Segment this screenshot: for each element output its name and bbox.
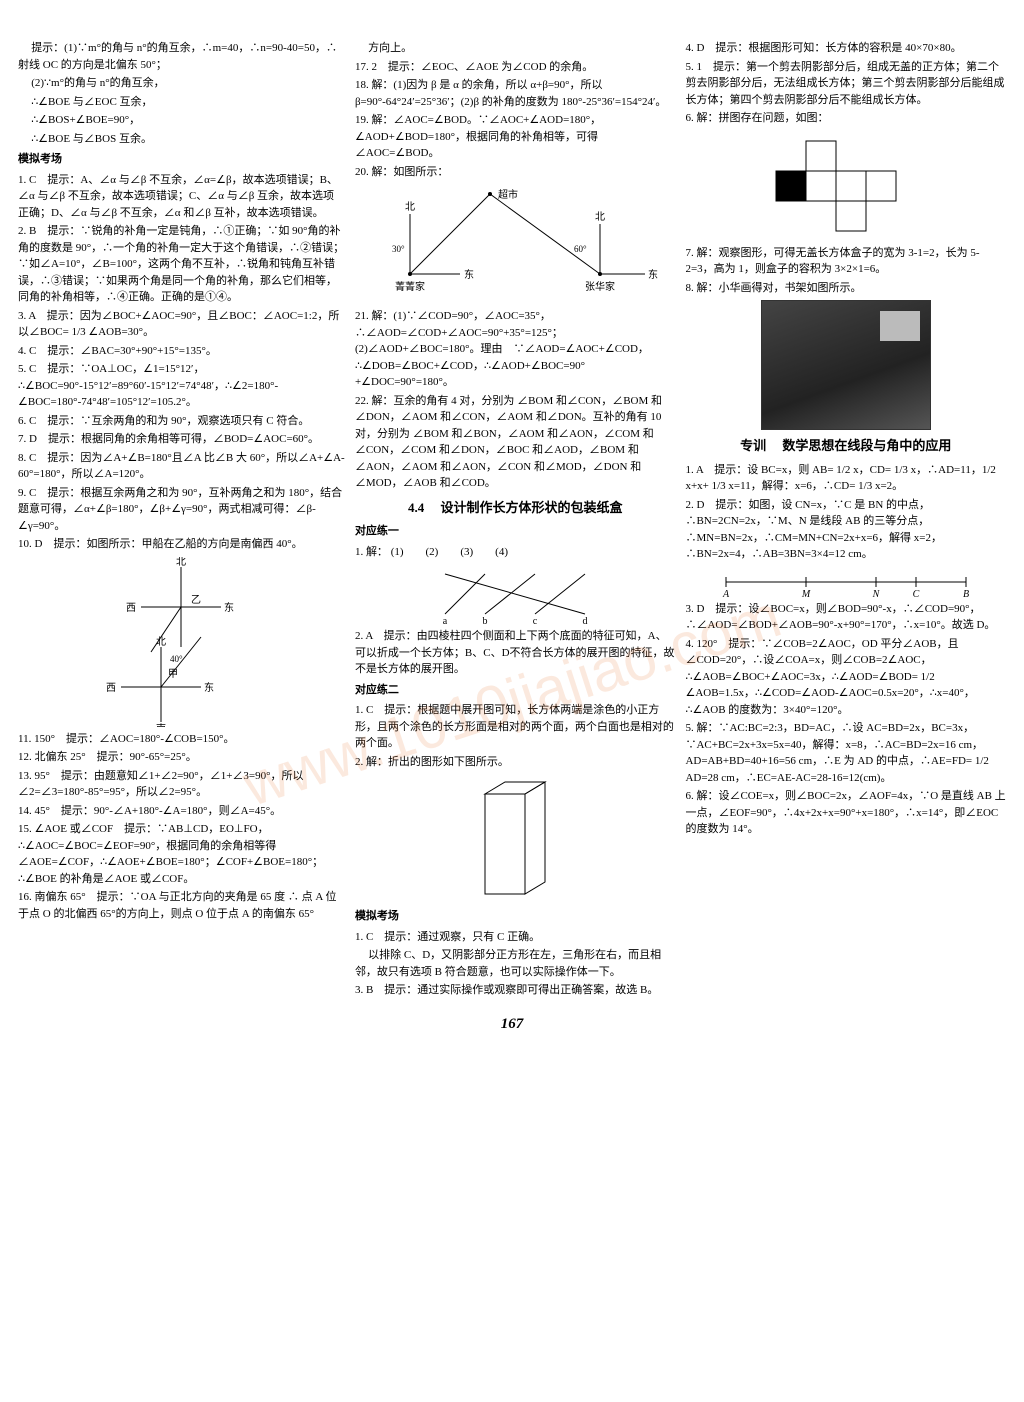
c3-q5: 5. 1 提示：第一个剪去阴影部分后，组成无盖的正方体；第二个剪去阴影部分后，无… [685,59,1006,109]
map-diagram: 超市 30° 60° 北 东 北 东 菁菁家 张华家 [370,184,660,304]
segment-diagram: A M N C B [716,567,976,597]
sec-44-title: 4.4 设计制作长方体形状的包装纸盒 [355,498,676,518]
c1-q1: 1. C 提示：A、∠α 与∠β 不互余，∠α=∠β，故本选项错误；B、∠α 与… [18,172,345,222]
dy1-q1-label: 1. 解： (1) (2) (3) (4) [355,544,676,561]
dy2-hdr: 对应练二 [355,682,676,699]
c2-q22: 22. 解：互余的角有 4 对，分别为 ∠BOM 和∠CON，∠BOM 和∠DO… [355,393,676,492]
sec-44-num: 4.4 [408,500,424,515]
svg-text:西: 西 [126,603,136,614]
sec-44-txt: 设计制作长方体形状的包装纸盒 [440,500,622,515]
svg-text:C: C [912,589,919,597]
c1-q5: 5. C 提示：∵OA⊥OC，∠1=15°12′，∴∠BOC=90°-15°12… [18,361,345,411]
svg-text:北: 北 [405,201,415,213]
c2-m-mid: 以排除 C、D，又阴影部分正方形在左，三角形在右，而且相邻，故只有选项 B 符合… [355,947,676,980]
c1-pre1: 提示：(1)∵m°的角与 n°的角互余，∴m=40，∴n=90-40=50，∴射… [18,40,345,73]
bookshelf-image [761,300,931,430]
three-columns: 提示：(1)∵m°的角与 n°的角互余，∴m=40，∴n=90-40=50，∴射… [18,40,1006,1001]
c2-m-q3: 3. B 提示：通过实际操作或观察即可得出正确答案，故选 B。 [355,982,676,999]
c1-q8: 8. C 提示：因为∠A+∠B=180°且∠A 比∠B 大 60°，所以∠A+∠… [18,450,345,483]
c3-q6-label: 6. 解：拼图存在问题，如图： [685,110,1006,127]
svg-text:东: 东 [204,681,214,694]
c3-q8: 8. 解：小华画得对，书架如图所示。 [685,280,1006,297]
svg-text:南: 南 [156,722,166,727]
c2-q17: 17. 2 提示：∠EOC、∠AOE 为∠COD 的余角。 [355,59,676,76]
c1-q14: 14. 45° 提示：90°-∠A+180°-∠A=180°，则∠A=45°。 [18,803,345,820]
svg-text:北: 北 [156,636,166,648]
c3-t6: 6. 解：设∠COE=x，则∠BOC=2x，∠AOF=4x，∵O 是直线 AB … [685,788,1006,838]
c1-q7: 7. D 提示：根据同角的余角相等可得，∠BOD=∠AOC=60°。 [18,431,345,448]
c1-pre4: ∴∠BOS+∠BOE=90°， [18,112,345,129]
c3-t4: 4. 120° 提示：∵∠COB=2∠AOC，OD 平分∠AOB，且∠COD=2… [685,636,1006,719]
sec-train-title: 专训 数学思想在线段与角中的应用 [685,436,1006,456]
svg-text:西: 西 [106,683,116,694]
svg-text:a: a [443,616,448,624]
c2-moni-hdr: 模拟考场 [355,908,676,925]
dy2-q2-label: 2. 解：折出的图形如下图所示。 [355,754,676,771]
c3-t1: 1. A 提示：设 BC=x，则 AB= 1/2 x，CD= 1/3 x，∴AD… [685,462,1006,495]
c1-q9: 9. C 提示：根据互余两角之和为 90°，互补两角之和为 180°，结合题意可… [18,485,345,535]
svg-text:N: N [871,589,880,597]
match-diagram: a b c d [415,564,615,624]
svg-text:甲: 甲 [168,669,178,680]
c2-q19: 19. 解：∠AOC=∠BOD。∵∠AOC+∠AOD=180°，∠AOD+∠BO… [355,112,676,162]
c3-q4: 4. D 提示：根据图形可知：长方体的容积是 40×70×80。 [685,40,1006,57]
c1-moni-hdr: 模拟考场 [18,151,345,168]
c3-q7: 7. 解：观察图形，可得无盖长方体盒子的宽为 3-1=2，长为 5-2=3，高为… [685,245,1006,278]
cuboid-diagram [465,774,565,904]
svg-text:乙: 乙 [191,594,201,606]
svg-text:40°: 40° [170,654,183,664]
compass-diagram: 北 东 西 乙 北 东 西 南 甲 40° [106,557,256,727]
svg-text:B: B [963,589,969,597]
c1-q2: 2. B 提示：∵锐角的补角一定是钝角，∴①正确；∵如 90°角的补角的度数是 … [18,223,345,306]
c2-pre0: 方向上。 [355,40,676,57]
svg-text:A: A [722,589,730,597]
svg-text:30°: 30° [392,244,405,254]
dy1-q2: 2. A 提示：由四棱柱四个侧面和上下两个底面的特征可知，A、可以折成一个长方体… [355,628,676,678]
c1-q3: 3. A 提示：因为∠BOC+∠AOC=90°，且∠BOC：∠AOC=1:2，所… [18,308,345,341]
c2-m-q1: 1. C 提示：通过观察，只有 C 正确。 [355,929,676,946]
svg-text:东: 东 [464,268,474,281]
c2-q21: 21. 解：(1)∵∠COD=90°，∠AOC=35°，∴∠AOD=∠COD+∠… [355,308,676,391]
c1-pre3: ∴∠BOE 与∠EOC 互余， [18,94,345,111]
sec-train-num: 专训 [740,438,766,453]
svg-text:d: d [583,616,588,624]
svg-text:东: 东 [224,601,234,614]
dy1-hdr: 对应练一 [355,523,676,540]
c1-q10: 10. D 提示：如图所示：甲船在乙船的方向是南偏西 40°。 [18,536,345,553]
c3-t5: 5. 解：∵AC:BC=2:3，BD=AC，∴设 AC=BD=2x，BC=3x，… [685,720,1006,786]
svg-text:北: 北 [595,211,605,223]
column-3: 4. D 提示：根据图形可知：长方体的容积是 40×70×80。 5. 1 提示… [685,40,1006,1001]
svg-text:北: 北 [176,557,186,568]
c1-pre5: ∴∠BOE 与∠BOS 互余。 [18,131,345,148]
svg-text:东: 东 [648,268,658,281]
c1-q6: 6. C 提示：∵互余两角的和为 90°，观察选项只有 C 符合。 [18,413,345,430]
c1-pre2: (2)∵m°的角与 n°的角互余， [18,75,345,92]
column-1: 提示：(1)∵m°的角与 n°的角互余，∴m=40，∴n=90-40=50，∴射… [18,40,345,1001]
svg-text:菁菁家: 菁菁家 [395,280,425,293]
page-number: 167 [18,1013,1006,1036]
c1-q4: 4. C 提示：∠BAC=30°+90°+15°=135°。 [18,343,345,360]
svg-text:c: c [533,616,538,624]
svg-text:超市: 超市 [498,188,518,201]
c1-q15: 15. ∠AOE 或∠COF 提示：∵AB⊥CD，EO⊥FO，∴∠AOC=∠BO… [18,821,345,887]
c3-t3: 3. D 提示：设∠BOC=x，则∠BOD=90°-x，∴∠COD=90°，∴∠… [685,601,1006,634]
c2-q18: 18. 解：(1)因为 β 是 α 的余角，所以 α+β=90°，所以 β=90… [355,77,676,110]
svg-text:张华家: 张华家 [585,280,615,293]
c1-q16: 16. 南偏东 65° 提示：∵OA 与正北方向的夹角是 65 度 ∴ 点 A … [18,889,345,922]
column-2: 方向上。 17. 2 提示：∠EOC、∠AOE 为∠COD 的余角。 18. 解… [355,40,676,1001]
c1-q11: 11. 150° 提示：∠AOC=180°-∠COB=150°。 [18,731,345,748]
c1-q13: 13. 95° 提示：由题意知∠1+∠2=90°，∠1+∠3=90°，所以∠2=… [18,768,345,801]
c2-q20-label: 20. 解：如图所示： [355,164,676,181]
c1-q12: 12. 北偏东 25° 提示：90°-65°=25°。 [18,749,345,766]
c3-t2: 2. D 提示：如图，设 CN=x，∵C 是 BN 的中点，∴BN=2CN=2x… [685,497,1006,563]
net-diagram [756,131,936,241]
svg-text:b: b [483,616,488,624]
sec-train-txt: 数学思想在线段与角中的应用 [782,438,951,453]
svg-text:M: M [801,589,811,597]
svg-text:60°: 60° [574,244,587,254]
dy2-q1: 1. C 提示：根据题中展开图可知，长方体两端是涂色的小正方形，且两个涂色的长方… [355,702,676,752]
